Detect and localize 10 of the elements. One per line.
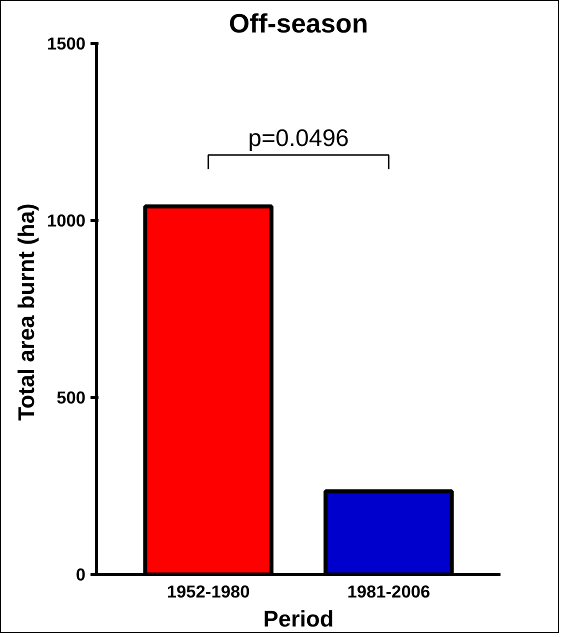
x-axis-title: Period [263,606,334,632]
y-tick-label: 1000 [46,210,86,230]
chart-title: Off-season [228,8,368,38]
x-tick-label: 1981-2006 [347,582,430,602]
annotation: p=0.0496 [248,125,349,152]
y-tick-label: 1500 [46,34,86,54]
y-axis-title: Total area burnt (ha) [12,203,39,421]
y-tick-label: 500 [56,388,86,408]
y-tick-label: 0 [76,564,86,584]
x-tick-label: 1952-1980 [166,582,250,602]
